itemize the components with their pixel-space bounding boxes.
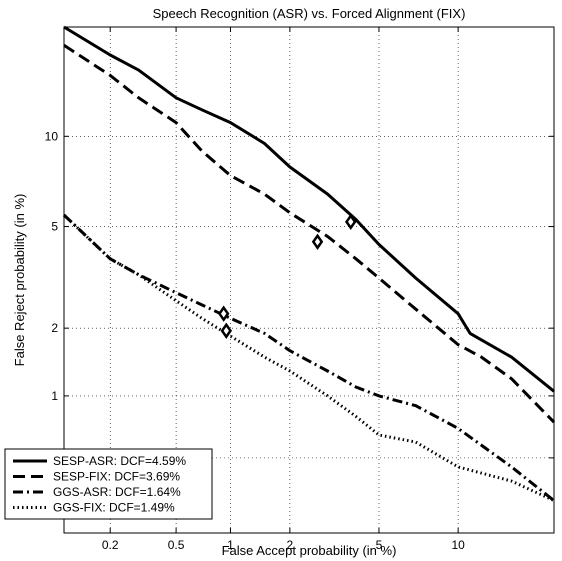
legend-label-3: GGS-FIX: DCF=1.49% [53, 501, 175, 515]
chart-title: Speech Recognition (ASR) vs. Forced Alig… [153, 6, 466, 21]
dcf-marker-3 [220, 322, 233, 339]
x-tick-label: 0.2 [102, 538, 119, 552]
x-tick-label: 5 [376, 538, 383, 552]
dcf-marker-2 [217, 305, 230, 322]
legend: SESP-ASR: DCF=4.59%SESP-FIX: DCF=3.69%GG… [4, 448, 213, 520]
series-line-2 [62, 213, 555, 502]
y-tick-label: 2 [51, 321, 58, 335]
x-tick-label: 0.5 [168, 538, 185, 552]
y-tick-label: 1 [51, 389, 58, 403]
dcf-marker-0 [345, 213, 357, 231]
series-lines [62, 25, 556, 502]
y-tick-label: 5 [51, 220, 58, 234]
series-line-3 [62, 213, 555, 502]
x-tick-label: 1 [227, 538, 234, 552]
dcf-marker-1 [311, 233, 324, 250]
y-tick-label: 10 [45, 129, 59, 143]
series-line-0 [63, 25, 555, 393]
x-axis-title: False Accept probability (in %) [222, 543, 397, 558]
plot-border [63, 26, 555, 534]
legend-label-2: GGS-ASR: DCF=1.64% [53, 485, 181, 499]
legend-label-0: SESP-ASR: DCF=4.59% [53, 454, 186, 468]
x-tick-label: 2 [287, 538, 294, 552]
y-axis-title: False Reject probability (in %) [12, 194, 27, 367]
x-tick-label: 10 [451, 538, 465, 552]
dcf-markers [217, 213, 357, 339]
series-line-1 [63, 44, 556, 424]
legend-label-1: SESP-FIX: DCF=3.69% [53, 470, 180, 484]
